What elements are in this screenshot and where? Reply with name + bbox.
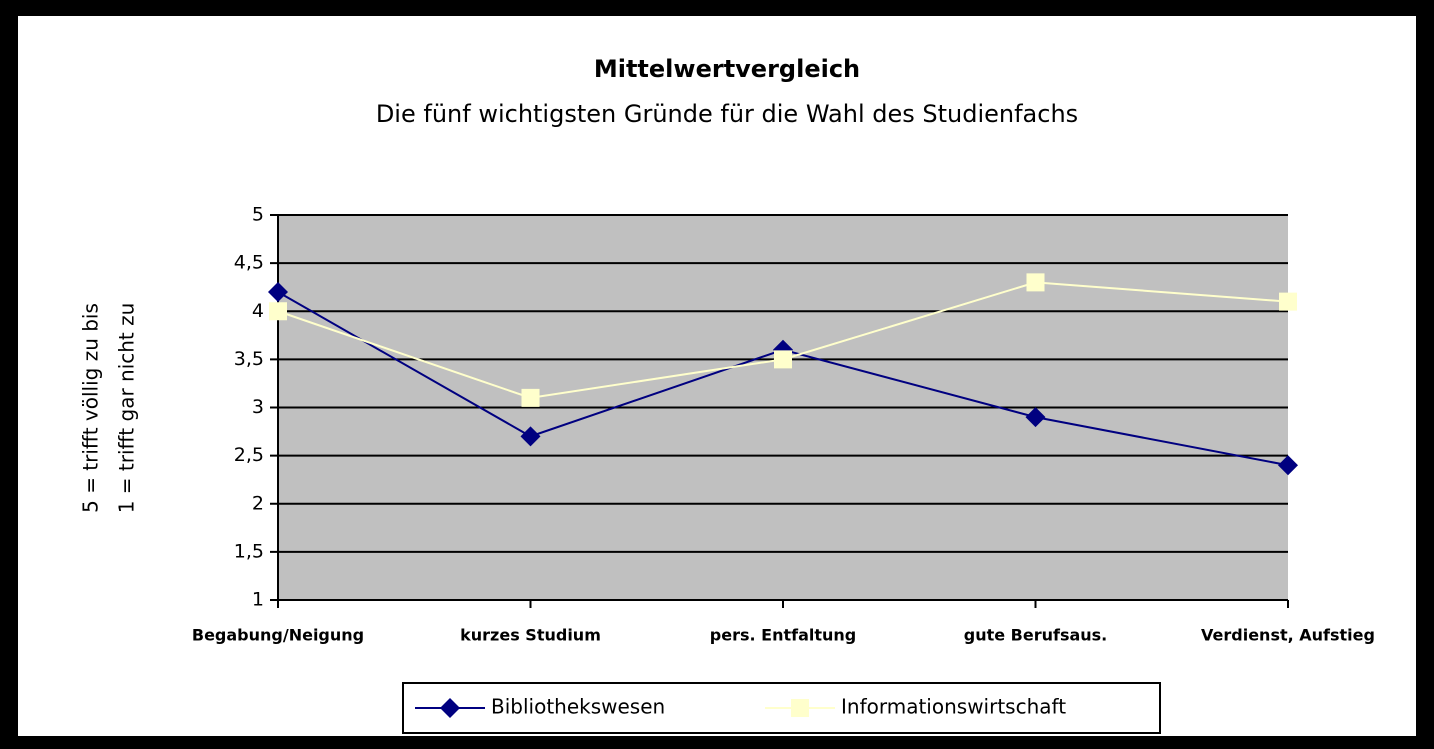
data-point <box>520 426 541 447</box>
chart-subtitle: Die fünf wichtigsten Gründe für die Wahl… <box>376 100 1078 128</box>
y-tick-label: 4 <box>252 300 264 322</box>
data-point <box>1026 273 1045 292</box>
x-tick-label: gute Berufsaus. <box>964 626 1108 645</box>
legend-label: Informationswirtschaft <box>841 695 1066 719</box>
x-tick-label: Begabung/Neigung <box>192 626 364 645</box>
legend-label: Bibliothekswesen <box>491 695 665 719</box>
x-tick-label: pers. Entfaltung <box>710 626 856 645</box>
chart-title: Mittelwertvergleich <box>594 55 860 83</box>
data-point <box>774 350 792 369</box>
y-tick-label: 2,5 <box>234 444 264 466</box>
data-point <box>521 388 540 407</box>
data-point <box>1025 407 1046 428</box>
y-tick-label: 4,5 <box>234 252 264 274</box>
data-point <box>1279 292 1297 311</box>
y-tick-label: 1,5 <box>234 540 264 562</box>
legend-marker <box>440 698 460 718</box>
x-tick-label: kurzes Studium <box>460 626 601 645</box>
data-point <box>1278 455 1298 476</box>
x-tick-label: Verdienst, Aufstieg <box>1201 626 1375 645</box>
y-tick-label: 2 <box>252 492 264 514</box>
y-tick-label: 3,5 <box>234 348 264 370</box>
data-point <box>269 302 287 321</box>
y-axis-label: 5 = trifft völlig zu bis <box>79 303 103 513</box>
data-point <box>268 282 288 302</box>
y-tick-label: 1 <box>252 589 264 611</box>
y-tick-label: 5 <box>252 204 264 226</box>
legend-marker <box>791 699 809 717</box>
y-tick-label: 3 <box>252 396 264 418</box>
y-axis-label: 1 = trifft gar nicht zu <box>115 303 139 514</box>
